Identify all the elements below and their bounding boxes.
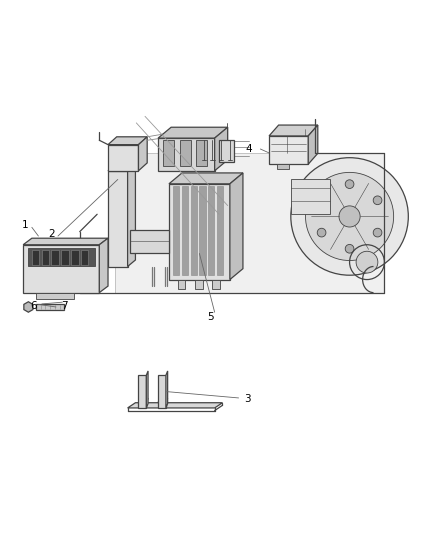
Circle shape (356, 251, 378, 273)
Polygon shape (127, 403, 223, 408)
Bar (36, 304, 64, 310)
Polygon shape (138, 137, 147, 171)
Circle shape (373, 196, 382, 205)
Bar (169, 184, 230, 279)
Text: 6: 6 (31, 301, 37, 311)
Bar (71, 250, 79, 265)
Circle shape (113, 180, 122, 188)
Polygon shape (108, 137, 147, 144)
Text: 2: 2 (48, 229, 55, 239)
Polygon shape (158, 398, 168, 403)
Polygon shape (230, 173, 243, 279)
Bar (196, 140, 207, 166)
Circle shape (373, 228, 382, 237)
Polygon shape (127, 164, 135, 266)
Bar (199, 186, 205, 275)
Circle shape (291, 158, 408, 275)
Circle shape (25, 247, 34, 256)
Text: 7: 7 (61, 301, 68, 311)
Polygon shape (308, 125, 318, 164)
Circle shape (25, 282, 34, 290)
Bar (28, 248, 95, 266)
Polygon shape (99, 238, 108, 293)
Text: 4: 4 (245, 144, 252, 154)
Bar (23, 245, 99, 293)
Bar (208, 186, 214, 275)
Bar (158, 375, 166, 408)
Bar (130, 230, 169, 254)
Circle shape (133, 244, 140, 251)
Bar (51, 250, 59, 265)
Text: 3: 3 (244, 394, 251, 404)
Circle shape (339, 206, 360, 227)
Bar (219, 140, 234, 162)
Polygon shape (269, 125, 318, 136)
Bar (178, 279, 185, 289)
Bar (173, 186, 180, 275)
Polygon shape (138, 398, 148, 403)
Circle shape (113, 246, 123, 256)
Bar (182, 186, 188, 275)
Polygon shape (146, 371, 148, 408)
Bar (180, 140, 191, 166)
Bar (108, 144, 138, 171)
Polygon shape (23, 238, 108, 245)
Text: 5: 5 (207, 312, 214, 321)
Bar (42, 250, 49, 265)
Circle shape (305, 172, 394, 261)
Polygon shape (108, 164, 135, 171)
Bar (212, 279, 220, 289)
Circle shape (317, 228, 326, 237)
Circle shape (345, 180, 354, 189)
Bar (138, 375, 146, 408)
Bar (291, 180, 330, 214)
Bar (81, 250, 88, 265)
Polygon shape (166, 371, 168, 408)
Bar (115, 154, 385, 293)
Circle shape (88, 282, 97, 290)
Bar (158, 138, 215, 171)
Bar (269, 136, 308, 164)
Circle shape (345, 245, 354, 253)
Circle shape (88, 247, 97, 256)
Bar (108, 171, 127, 266)
Polygon shape (169, 173, 243, 184)
Bar (36, 293, 74, 299)
Bar (163, 140, 174, 166)
Polygon shape (158, 127, 228, 138)
Bar (277, 164, 289, 169)
Bar (217, 186, 223, 275)
Bar (195, 279, 203, 289)
Text: 1: 1 (22, 220, 28, 230)
Bar (61, 250, 69, 265)
Polygon shape (24, 302, 33, 312)
Circle shape (317, 196, 326, 205)
Bar (32, 250, 39, 265)
Polygon shape (215, 127, 228, 171)
Circle shape (133, 232, 140, 239)
Bar (191, 186, 197, 275)
